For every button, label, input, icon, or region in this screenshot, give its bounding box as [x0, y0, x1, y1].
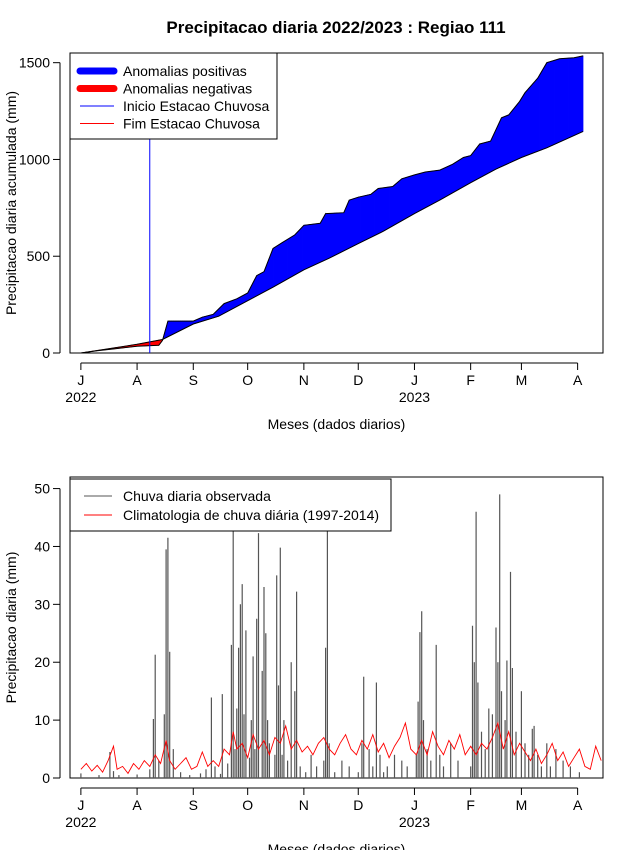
legend-label: Climatologia de chuva diária (1997-2014)	[123, 507, 379, 523]
x-tick-label: J	[411, 372, 418, 388]
climatology-cumulative-line	[80, 130, 584, 354]
y-tick-label: 30	[34, 596, 50, 612]
x-tick-label: M	[516, 372, 528, 388]
x-tick-label: D	[353, 797, 363, 813]
x-tick-label: O	[242, 797, 253, 813]
plot-frame	[69, 476, 604, 779]
x-tick-label: F	[466, 372, 475, 388]
legend-label: Anomalias negativas	[123, 81, 252, 97]
positive-anomaly-segment	[580, 55, 584, 133]
year-label: 2022	[65, 814, 96, 830]
x-tick-label: A	[132, 372, 142, 388]
bottom-panel: J A S O N D J F M A 2022 2023 0 10 20 30 40 50 Meses (dado…	[3, 476, 604, 850]
y-tick-label: 40	[34, 538, 50, 554]
y-axis-title: Precipitacao diaria (mm)	[3, 552, 19, 704]
positive-anomaly-area	[162, 55, 584, 341]
x-tick-label: N	[299, 372, 309, 388]
legend: Anomalias positivas Anomalias negativasIn…	[69, 52, 278, 140]
y-tick-label: 500	[27, 248, 51, 264]
y-tick-label: 50	[34, 481, 50, 497]
x-tick-label: F	[466, 797, 475, 813]
legend-label: Anomalias positivas	[123, 63, 247, 79]
legend-label: Chuva diaria observada	[123, 488, 271, 504]
y-axis-title: Precipitacao diaria acumulada (mm)	[3, 91, 19, 315]
x-tick-label: M	[516, 797, 528, 813]
year-label: 2023	[399, 814, 430, 830]
x-tick-label: J	[77, 372, 84, 388]
x-tick-label: A	[132, 797, 142, 813]
x-axis-title: Meses (dados diarios)	[268, 416, 406, 432]
y-tick-label: 1500	[19, 55, 50, 71]
y-tick-label: 0	[42, 770, 50, 786]
x-axis-title: Meses (dados diarios)	[268, 841, 406, 850]
year-label: 2023	[399, 389, 430, 405]
x-tick-label: S	[189, 372, 198, 388]
legend-box	[69, 478, 392, 532]
x-tick-label: J	[77, 797, 84, 813]
x-tick-label: J	[411, 797, 418, 813]
y-tick-label: 10	[34, 712, 50, 728]
y-tick-label: 20	[34, 654, 50, 670]
x-tick-label: D	[353, 372, 363, 388]
daily-rain-bars	[80, 494, 581, 778]
x-tick-label: A	[573, 797, 583, 813]
year-label: 2022	[65, 389, 96, 405]
y-tick-label: 0	[42, 345, 50, 361]
legend-label: Inicio Estacao Chuvosa	[123, 98, 270, 114]
y-tick-label: 1000	[19, 151, 50, 167]
observed-cumulative-line	[80, 55, 584, 354]
chart-title: Precipitacao diaria 2022/2023 : Regiao 1…	[166, 18, 505, 37]
legend: Chuva diaria observada Climatologia de ch…	[69, 478, 392, 532]
legend-label: Fim Estacao Chuvosa	[123, 116, 260, 132]
x-tick-label: O	[242, 372, 253, 388]
legend-box	[69, 52, 278, 140]
climatology-daily-line	[80, 721, 602, 775]
x-tick-label: N	[299, 797, 309, 813]
x-tick-label: A	[573, 372, 583, 388]
x-tick-label: S	[189, 797, 198, 813]
top-panel: J A S O N D J F M A 2022 2023 0 500 1000 1500 Meses (dad…	[3, 52, 604, 432]
plot-frame	[69, 52, 604, 354]
